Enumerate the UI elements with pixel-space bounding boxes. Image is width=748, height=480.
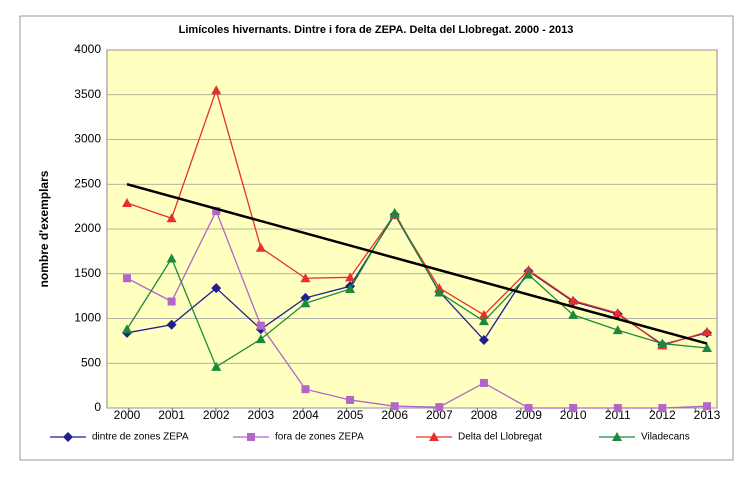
- marker: [211, 361, 222, 371]
- legend-label: Delta del Llobregat: [458, 432, 542, 443]
- marker: [658, 404, 667, 412]
- x-tick-label: 2005: [337, 408, 364, 422]
- marker: [345, 283, 356, 293]
- x-tick-label: 2003: [247, 408, 274, 422]
- chart-title: Limícoles hivernants. Dintre i fora de Z…: [179, 24, 574, 36]
- y-tick-label: 3500: [74, 87, 101, 101]
- marker: [166, 253, 177, 263]
- marker: [123, 274, 131, 283]
- marker: [346, 395, 355, 404]
- marker: [479, 378, 488, 387]
- series-line: [126, 88, 708, 347]
- marker: [122, 198, 132, 208]
- marker: [478, 334, 489, 345]
- y-tick-label: 1000: [74, 311, 101, 325]
- marker: [478, 316, 489, 326]
- marker: [390, 402, 399, 411]
- marker: [568, 309, 579, 319]
- y-tick-label: 4000: [74, 42, 101, 56]
- marker: [568, 295, 579, 305]
- x-tick-label: 2010: [560, 408, 587, 422]
- marker: [478, 309, 489, 319]
- marker: [167, 297, 176, 306]
- trendline: [126, 183, 708, 345]
- marker: [434, 287, 445, 297]
- marker: [612, 325, 623, 335]
- x-tick-label: 2006: [381, 408, 408, 422]
- y-tick-label: 1500: [74, 266, 101, 280]
- x-tick-label: 2011: [605, 408, 631, 422]
- y-tick-label: 2000: [74, 221, 101, 235]
- marker: [300, 273, 311, 283]
- legend-label: Viladecans: [641, 432, 690, 443]
- x-tick-label: 2002: [203, 408, 230, 422]
- series-line: [126, 209, 708, 409]
- x-tick-label: 2001: [158, 408, 185, 422]
- marker: [247, 433, 255, 441]
- marker: [613, 404, 622, 412]
- x-tick-label: 2009: [515, 408, 542, 422]
- marker: [122, 324, 132, 334]
- marker: [211, 85, 222, 95]
- y-tick-label: 500: [81, 355, 101, 369]
- marker: [166, 319, 177, 330]
- marker: [212, 207, 221, 216]
- marker: [435, 403, 444, 412]
- marker: [301, 385, 310, 394]
- x-tick-label: 2000: [114, 408, 141, 422]
- y-tick-label: 0: [94, 400, 101, 414]
- x-tick-label: 2013: [694, 408, 721, 422]
- marker: [429, 432, 439, 441]
- marker: [702, 343, 712, 353]
- marker: [657, 338, 668, 348]
- marker: [702, 326, 712, 336]
- marker: [300, 292, 311, 303]
- series-line: [126, 211, 708, 368]
- marker: [255, 334, 266, 344]
- marker: [345, 272, 356, 282]
- y-tick-label: 2500: [74, 176, 101, 190]
- marker: [211, 283, 222, 294]
- marker: [300, 298, 311, 308]
- marker: [523, 269, 534, 279]
- marker: [256, 321, 265, 330]
- x-tick-label: 2007: [426, 408, 453, 422]
- marker: [255, 242, 266, 252]
- x-tick-label: 2004: [292, 408, 319, 422]
- y-tick-label: 3000: [74, 132, 101, 146]
- marker: [612, 432, 622, 441]
- x-tick-label: 2012: [649, 408, 676, 422]
- marker: [63, 432, 73, 442]
- legend-label: dintre de zones ZEPA: [92, 432, 189, 443]
- marker: [166, 213, 177, 223]
- marker: [612, 308, 623, 318]
- y-axis-label: nombre d'exemplars: [37, 170, 51, 287]
- marker: [389, 207, 400, 217]
- marker: [524, 404, 533, 412]
- legend-label: fora de zones ZEPA: [275, 432, 364, 443]
- marker: [703, 402, 711, 411]
- marker: [569, 404, 578, 412]
- x-tick-label: 2008: [471, 408, 498, 422]
